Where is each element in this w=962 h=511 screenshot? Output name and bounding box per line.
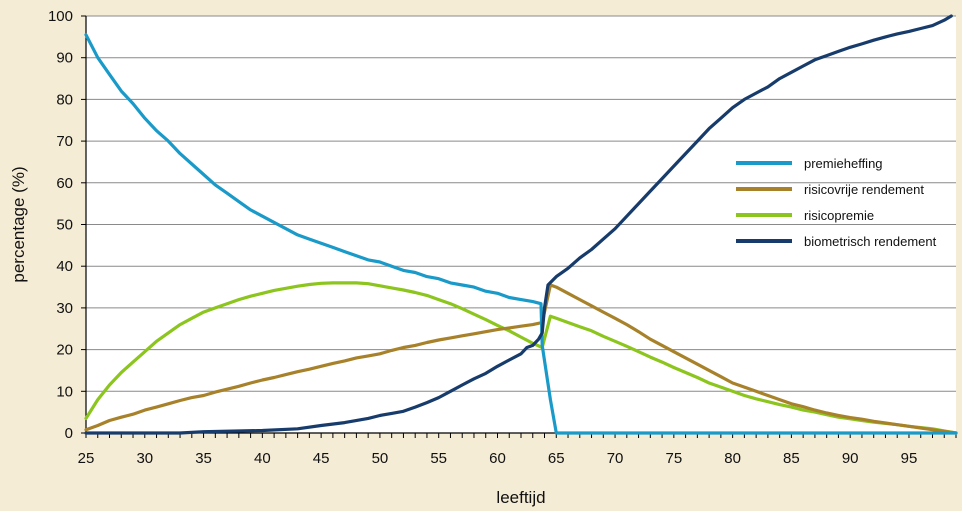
x-tick-label: 55: [430, 450, 447, 467]
x-tick-label: 90: [842, 450, 859, 467]
x-tick-label: 95: [901, 450, 918, 467]
y-tick-label: 40: [56, 258, 73, 275]
y-tick-label: 60: [56, 175, 73, 192]
x-tick-label: 35: [195, 450, 212, 467]
x-tick-label: 80: [724, 450, 741, 467]
y-tick-label: 90: [56, 50, 73, 67]
legend-label: risicovrije rendement: [804, 182, 924, 197]
legend-label: premieheffing: [804, 156, 883, 171]
y-tick-label: 100: [48, 8, 73, 25]
legend-label: risicopremie: [804, 208, 874, 223]
y-tick-label: 70: [56, 133, 73, 150]
y-tick-label: 30: [56, 300, 73, 317]
x-tick-label: 50: [372, 450, 389, 467]
x-tick-label: 70: [607, 450, 624, 467]
y-tick-label: 50: [56, 217, 73, 234]
y-tick-label: 10: [56, 383, 73, 400]
x-tick-label: 40: [254, 450, 271, 467]
x-axis-label: leeftijd: [496, 488, 545, 507]
legend-label: biometrisch rendement: [804, 234, 937, 249]
x-tick-label: 65: [548, 450, 565, 467]
y-tick-label: 20: [56, 342, 73, 359]
x-tick-label: 30: [136, 450, 153, 467]
x-tick-label: 45: [313, 450, 330, 467]
y-tick-label: 80: [56, 91, 73, 108]
x-tick-label: 60: [489, 450, 506, 467]
y-axis-label: percentage (%): [9, 166, 28, 282]
x-tick-label: 75: [665, 450, 682, 467]
y-tick-label: 0: [65, 425, 73, 442]
x-tick-label: 25: [78, 450, 95, 467]
x-tick-label: 85: [783, 450, 800, 467]
